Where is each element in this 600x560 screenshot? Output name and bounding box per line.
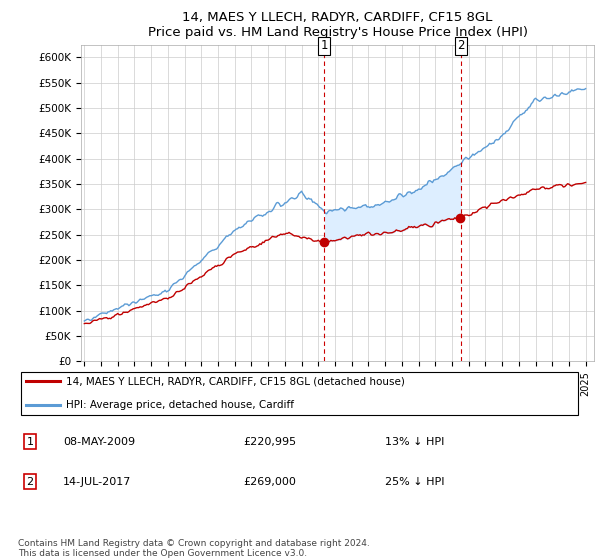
- Text: Contains HM Land Registry data © Crown copyright and database right 2024.
This d: Contains HM Land Registry data © Crown c…: [18, 539, 370, 558]
- Text: £220,995: £220,995: [244, 437, 297, 447]
- Title: 14, MAES Y LLECH, RADYR, CARDIFF, CF15 8GL
Price paid vs. HM Land Registry's Hou: 14, MAES Y LLECH, RADYR, CARDIFF, CF15 8…: [148, 11, 527, 39]
- Text: 2: 2: [26, 477, 34, 487]
- Text: 14-JUL-2017: 14-JUL-2017: [63, 477, 131, 487]
- Text: 13% ↓ HPI: 13% ↓ HPI: [385, 437, 444, 447]
- Text: 1: 1: [320, 39, 328, 53]
- Text: 14, MAES Y LLECH, RADYR, CARDIFF, CF15 8GL (detached house): 14, MAES Y LLECH, RADYR, CARDIFF, CF15 8…: [66, 376, 405, 386]
- Text: 25% ↓ HPI: 25% ↓ HPI: [385, 477, 444, 487]
- Text: HPI: Average price, detached house, Cardiff: HPI: Average price, detached house, Card…: [66, 400, 294, 410]
- Text: 08-MAY-2009: 08-MAY-2009: [63, 437, 135, 447]
- FancyBboxPatch shape: [21, 371, 578, 416]
- Text: 1: 1: [26, 437, 34, 447]
- Text: 2: 2: [457, 39, 465, 53]
- Text: £269,000: £269,000: [244, 477, 296, 487]
